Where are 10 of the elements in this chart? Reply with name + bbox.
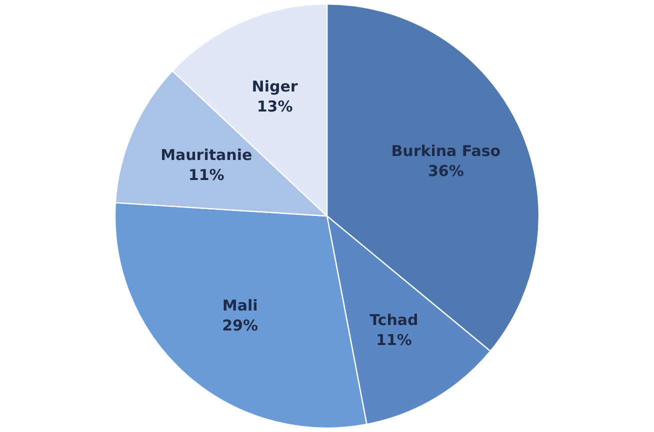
- slice-label: Mauritanie: [160, 146, 252, 164]
- slice-label: Mali: [222, 296, 258, 315]
- data-label: 13%: [256, 97, 293, 116]
- slice-label: Tchad: [370, 311, 418, 330]
- slice-label: Burkina Faso: [391, 142, 501, 160]
- data-label: 29%: [222, 316, 258, 335]
- data-label: 11%: [188, 166, 224, 184]
- data-label: 11%: [376, 331, 412, 350]
- slice-label: Niger: [252, 77, 298, 96]
- data-label: 36%: [428, 162, 464, 180]
